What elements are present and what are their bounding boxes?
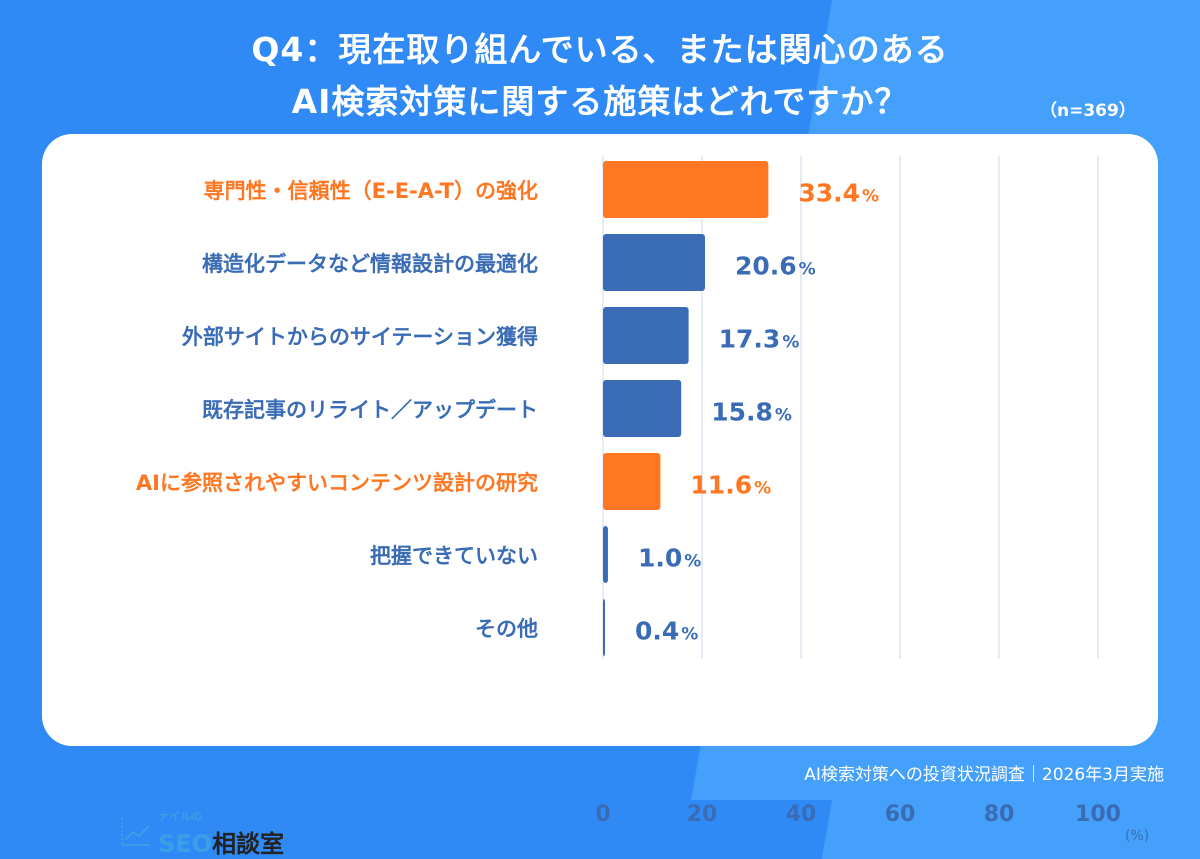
data-value: 15.8: [711, 397, 773, 426]
category-label: その他: [475, 616, 538, 641]
category-label: 専門性・信頼性（E-E-A-T）の強化: [203, 178, 538, 203]
category-label: 外部サイトからのサイテーション獲得: [181, 324, 538, 349]
logo-text: SEO相談室: [158, 824, 284, 859]
x-tick-label: 100: [1075, 802, 1121, 827]
bar: [603, 599, 605, 656]
logo-seo: SEO: [158, 830, 213, 858]
data-value: 1.0: [637, 543, 683, 572]
title-line-2: AI検索対策に関する施策はどれですか？: [291, 82, 909, 121]
data-value: 20.6: [734, 251, 797, 280]
x-axis-unit: (%): [1125, 828, 1150, 844]
sample-size: （n=369）: [1040, 101, 1136, 121]
logo-small-text: ナイルの: [158, 810, 202, 823]
percent-sign: %: [774, 405, 792, 425]
bar: [603, 453, 661, 510]
bar: [603, 307, 689, 364]
footer-note: AI検索対策への投資状況調査｜2026年3月実施: [804, 765, 1164, 785]
bar: [603, 161, 769, 218]
category-label: AIに参照されやすいコンテンツ設計の研究: [135, 470, 538, 495]
bar: [603, 380, 682, 437]
percent-sign: %: [754, 478, 772, 498]
bar: [603, 234, 705, 291]
data-label: 11.6%: [690, 470, 771, 499]
x-tick-label: 80: [983, 802, 1015, 827]
chart-title: Q4：現在取り組んでいる、または関心のある AI検索対策に関する施策はどれですか…: [0, 24, 1200, 128]
data-value: 17.3: [718, 324, 781, 353]
percent-sign: %: [798, 259, 816, 279]
category-label: 把握できていない: [370, 543, 538, 568]
percent-sign: %: [684, 551, 702, 571]
chart-card: 0 20 40 60 80 100 専門性・信頼性（E-E-A-T）の強化 33.4% 構造化デ…: [42, 134, 1158, 858]
bar: [603, 526, 608, 583]
data-label: 15.8%: [711, 397, 792, 426]
x-tick-label: 0: [595, 802, 611, 827]
data-label: 20.6%: [735, 251, 816, 280]
logo: ナイルの SEO相談室: [120, 808, 284, 858]
logo-rest: 相談室: [212, 830, 285, 858]
category-label: 構造化データなど情報設計の最適化: [202, 251, 538, 276]
percent-sign: %: [681, 624, 699, 644]
x-tick-label: 20: [686, 802, 718, 827]
x-tick-label: 40: [785, 802, 817, 827]
percent-sign: %: [782, 332, 800, 352]
data-value: 33.4: [798, 178, 861, 207]
data-label: 0.4%: [635, 616, 698, 645]
trend-chart-icon: [121, 818, 150, 846]
data-value: 11.6: [690, 470, 753, 499]
data-label: 17.3%: [719, 324, 800, 353]
data-label: 33.4%: [798, 178, 879, 207]
data-value: 0.4: [634, 616, 680, 645]
x-tick-label: 60: [884, 802, 916, 827]
data-label: 1.0%: [638, 543, 701, 572]
percent-sign: %: [862, 186, 880, 206]
category-label: 既存記事のリライト／アップデート: [202, 397, 538, 422]
title-line-1: Q4：現在取り組んでいる、または関心のある: [251, 30, 949, 69]
bar-chart: [602, 156, 1099, 659]
